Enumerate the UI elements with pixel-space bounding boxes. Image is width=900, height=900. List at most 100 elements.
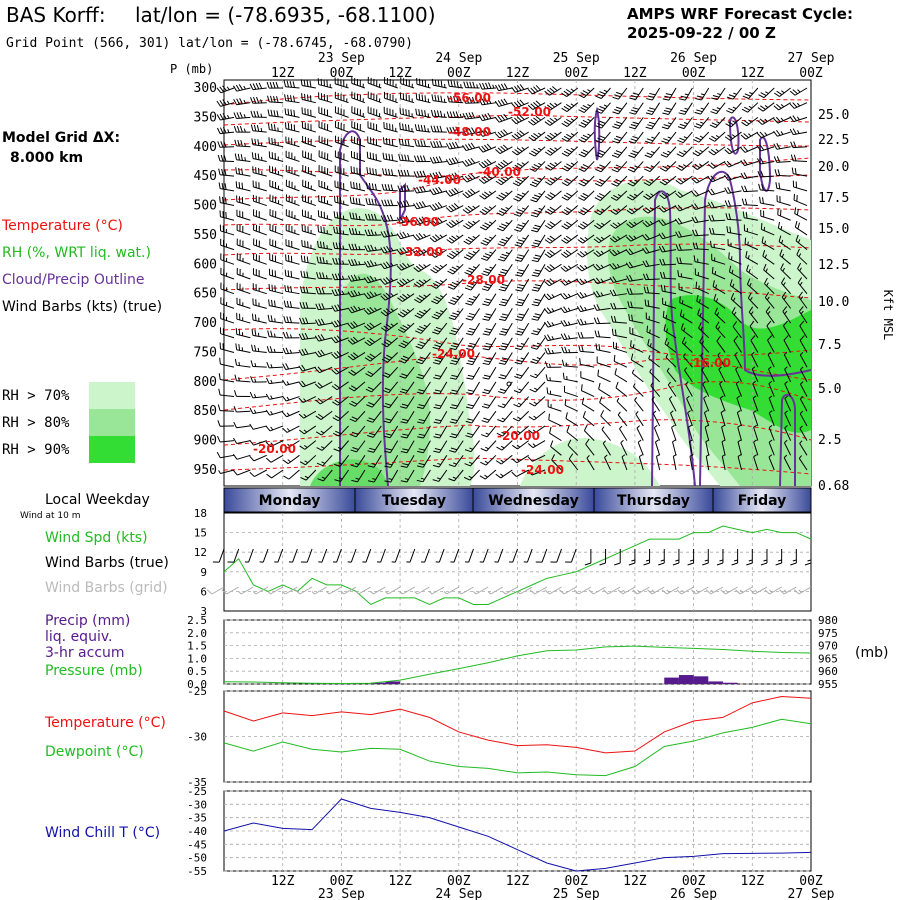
wind-barb-shaft [584,131,595,143]
wind-barb-feather [464,191,471,197]
wind-barb-feather [565,249,572,255]
wind-barb-half-feather [780,225,783,230]
wind-barb [725,213,742,221]
wind-barb-half-feather [439,264,444,268]
wind-barb-feather [628,235,634,241]
wind-barb-half-feather [423,279,427,283]
wind-barb-feather [253,97,257,104]
wind-barb-shaft [502,219,513,232]
height-tick-label: 25.0 [818,108,849,123]
wind-barb-feather [249,83,254,90]
wind-barb [365,213,382,221]
wind-barb-feather [563,165,570,170]
wind-barb-feather [348,259,352,266]
wind-barb-shaft [615,205,628,215]
wind-barb [777,208,791,221]
wind-barb-feather [597,108,604,112]
wind-barb-feather [515,226,523,230]
wind-barb-shaft [351,202,366,207]
wind-barb-feather [218,168,221,175]
wind-barb-feather [235,167,238,174]
wind-barb-feather [695,136,702,141]
wind-barb-shaft [318,170,333,177]
wind-barb-feather [468,96,473,104]
wind-barb-shaft [482,116,497,122]
wind-barb-feather [582,134,589,139]
wind-barb-half-feather [455,235,460,239]
wind-barb-feather [421,201,427,207]
wind-barb-shaft [219,146,235,148]
wind-barb-feather [595,250,602,256]
wind-barb-half-feather [390,277,394,282]
wind-barb [382,137,398,148]
wind-barb [531,249,546,263]
wind-barb-shaft [335,126,349,133]
wind-barb-feather [692,152,699,157]
wind-barb-feather [321,287,325,294]
wind-barb-half-feather [522,222,526,225]
wind-barb [383,106,398,118]
wind-barb-feather [385,292,391,298]
wind-barb-shaft [433,205,448,211]
wind-barb-feather [503,83,508,90]
wind-barb-feather [694,150,701,155]
wind-barb-shaft [518,175,530,187]
wind-barb-feather [286,80,290,88]
wind-barb [463,81,480,89]
wind-barb-shaft [536,219,546,233]
wind-barb-shaft [470,278,480,291]
wind-barb [627,175,644,187]
wind-barb [482,293,497,306]
isotherm-label: -24.00 [432,347,475,361]
wind-barb-feather [533,148,540,153]
wind-barb-feather [452,111,456,118]
wind-barb [676,257,693,265]
wind-barb [642,247,660,254]
wind-barb-shaft [617,161,628,173]
wind-barb-feather [448,301,455,305]
wind-barb-shaft [253,289,267,295]
wind-barb-feather [777,221,780,229]
wind-barb-half-feather [554,117,558,121]
wind-barb-feather [356,182,358,190]
wind-barb-shaft [486,234,497,246]
wind-barb-feather [306,271,309,278]
wind-barb-feather [484,237,491,242]
wind-barb-feather [580,194,587,199]
wind-barb-feather [233,112,237,119]
wind-barb-feather [658,246,663,253]
wind-barb-feather [498,178,504,184]
wind-barb [642,205,660,214]
wind-barb-feather [549,147,556,153]
wind-barb-feather [518,298,525,302]
wind-barb [252,283,267,295]
wind-barb-feather [386,245,391,252]
wind-barb [761,236,775,251]
wind-barb-half-feather [473,296,477,299]
wind-barb [334,91,349,104]
wind-barb-shaft [694,261,709,265]
wind-barb [445,156,464,166]
wind-barb [350,181,366,192]
wind-barb-feather [432,235,438,241]
wind-barb-feather [629,180,636,185]
wind-barb-half-feather [260,127,263,132]
wind-barb-feather [354,258,358,266]
wind-barb-feather [237,139,240,147]
wind-barb-half-feather [492,84,495,89]
rh-swatch-80 [89,409,135,436]
wind-barb [365,198,382,207]
wind-barb-feather [454,187,459,194]
wind-barb [659,190,677,200]
wind-barb-feather [399,122,401,130]
wind-barb-shaft [618,102,628,115]
wind-barb-feather [416,297,423,302]
wind-tick-label: 18 [194,507,207,520]
wind-barb [778,235,791,251]
wind-barb [560,278,579,286]
wind-barb-shaft [285,275,300,280]
wind-barb [301,224,316,236]
wind-barb [367,91,382,104]
wind-barb-shaft [797,268,808,280]
wind-barb-feather [309,80,312,88]
